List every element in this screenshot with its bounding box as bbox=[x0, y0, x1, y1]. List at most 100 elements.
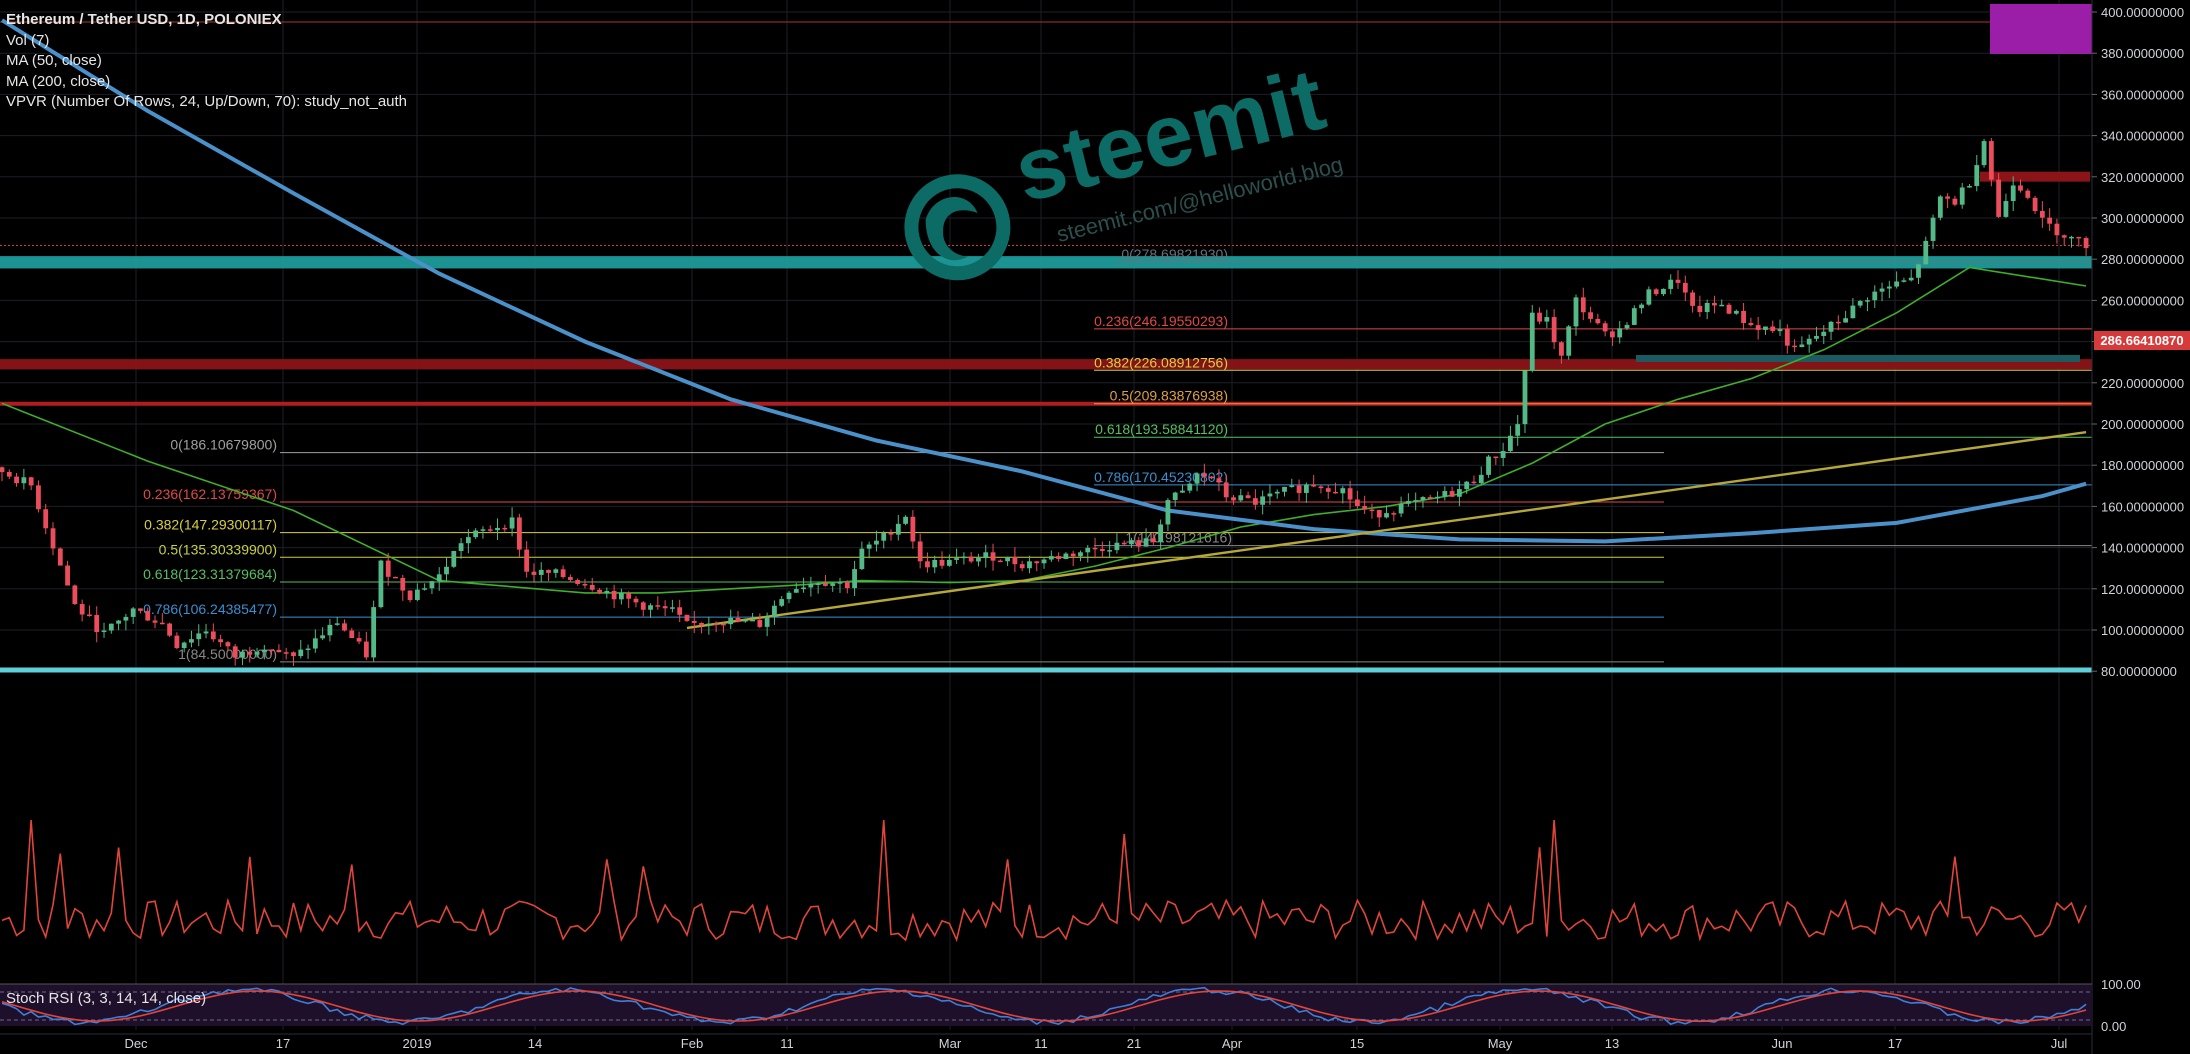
candle-body bbox=[1573, 297, 1579, 327]
price-tick-label: 160.00000000 bbox=[2101, 499, 2184, 514]
candle-body bbox=[1121, 542, 1127, 545]
candle-body bbox=[1435, 496, 1440, 499]
candle-body bbox=[1165, 500, 1171, 525]
current-price-label: 286.66410870 bbox=[2094, 331, 2190, 350]
time-tick-label: 17 bbox=[1888, 1036, 1902, 1051]
candle-body bbox=[1420, 497, 1426, 501]
time-tick-label: 11 bbox=[780, 1036, 794, 1051]
candle-body bbox=[531, 571, 537, 575]
time-tick-label: 17 bbox=[276, 1036, 290, 1051]
indicator-volume[interactable]: Vol (7) bbox=[6, 31, 50, 49]
candle-body bbox=[903, 516, 908, 524]
fib-label: 0.382(147.29300117) bbox=[144, 517, 277, 533]
candle-body bbox=[976, 558, 981, 562]
candle-body bbox=[1981, 141, 1987, 166]
candle-body bbox=[1544, 317, 1550, 322]
candle-body bbox=[414, 589, 420, 600]
candle-body bbox=[283, 652, 289, 654]
candle-body bbox=[895, 523, 901, 535]
candle-body bbox=[655, 605, 661, 607]
price-tick-label: 260.00000000 bbox=[2101, 293, 2184, 308]
candle-body bbox=[1668, 279, 1674, 289]
candle-body bbox=[1792, 345, 1798, 348]
candle-body bbox=[21, 477, 27, 484]
candle-body bbox=[640, 602, 646, 610]
indicator-ma50[interactable]: MA (50, close) bbox=[6, 52, 102, 69]
fib-label: 0.786(170.45230802) bbox=[1094, 469, 1228, 485]
candle-body bbox=[567, 577, 573, 580]
candle-body bbox=[1923, 240, 1929, 265]
candle-body bbox=[334, 623, 340, 625]
indicator-ma200[interactable]: MA (200, close) bbox=[6, 72, 111, 90]
volume-line bbox=[1, 819, 2087, 943]
candle-body bbox=[1099, 548, 1105, 552]
candle-body bbox=[939, 559, 945, 566]
candle-body bbox=[1624, 324, 1630, 329]
indicator-vpvr[interactable]: VPVR (Number Of Rows, 24, Up/Down, 70): … bbox=[6, 93, 408, 110]
candle-body bbox=[1260, 496, 1266, 505]
candle-body bbox=[1413, 500, 1419, 502]
candle-body bbox=[823, 583, 828, 586]
candle-body bbox=[1041, 559, 1047, 564]
candle-body bbox=[786, 592, 792, 600]
candle-body bbox=[1653, 289, 1659, 295]
candle-body bbox=[997, 560, 1003, 563]
candle-body bbox=[65, 565, 70, 586]
candle-body bbox=[1959, 187, 1965, 205]
candle-body bbox=[1617, 328, 1623, 338]
candle-body bbox=[1537, 312, 1542, 322]
stoch-rsi-label[interactable]: Stoch RSI (3, 3, 14, 14, close) bbox=[6, 990, 207, 1007]
candle-body bbox=[618, 592, 624, 600]
candle-body bbox=[1180, 490, 1185, 493]
candle-body bbox=[123, 616, 129, 621]
candle-body bbox=[1588, 312, 1593, 319]
candle-body bbox=[910, 516, 916, 542]
time-tick-label: 21 bbox=[1127, 1036, 1141, 1051]
candle-body bbox=[218, 639, 224, 643]
candle-body bbox=[72, 585, 78, 605]
candle-body bbox=[1333, 491, 1338, 494]
candle-body bbox=[254, 651, 260, 655]
candle-body bbox=[356, 638, 362, 642]
candle-body bbox=[1209, 476, 1215, 479]
candle-body bbox=[225, 642, 231, 647]
candle-body bbox=[516, 517, 522, 550]
candle-body bbox=[888, 532, 894, 535]
series-line bbox=[686, 431, 2087, 630]
candle-body bbox=[1027, 561, 1032, 569]
candle-body bbox=[1945, 196, 1951, 199]
candle-body bbox=[1391, 513, 1397, 515]
candle-body bbox=[1493, 456, 1499, 459]
candle-body bbox=[1303, 484, 1309, 493]
price-tick-label: 400.00000000 bbox=[2101, 5, 2184, 20]
candle-body bbox=[1551, 317, 1557, 343]
stoch-tick-label: 100.00 bbox=[2101, 977, 2141, 992]
candle-body bbox=[1529, 312, 1535, 371]
fib-label: 0.236(162.13759367) bbox=[143, 486, 277, 502]
candle-body bbox=[1814, 335, 1819, 339]
candle-body bbox=[159, 622, 165, 625]
candle-body bbox=[1508, 435, 1513, 452]
candle-body bbox=[648, 605, 653, 610]
time-tick-label: 15 bbox=[1350, 1036, 1364, 1051]
candle-body bbox=[1726, 304, 1732, 314]
candle-body bbox=[1012, 556, 1018, 565]
price-tick-label: 140.00000000 bbox=[2101, 541, 2184, 556]
candle-body bbox=[560, 569, 566, 578]
candle-body bbox=[43, 509, 49, 529]
candle-body bbox=[1697, 305, 1703, 313]
candle-body bbox=[1916, 264, 1921, 278]
candle-body bbox=[713, 623, 719, 626]
symbol-title[interactable]: Ethereum / Tether USD, 1D, POLONIEX bbox=[6, 11, 282, 28]
candle-body bbox=[764, 617, 770, 627]
candle-body bbox=[1034, 561, 1040, 564]
stoch-d-line bbox=[1, 990, 2087, 1022]
candle-body bbox=[1398, 503, 1404, 514]
candle-body bbox=[859, 548, 865, 570]
fib-label: 0.5(209.83876938) bbox=[1110, 388, 1228, 404]
fib-label: 0.236(246.19550293) bbox=[1094, 313, 1228, 329]
candle-body bbox=[1646, 289, 1652, 305]
candle-body bbox=[1143, 538, 1149, 547]
candle-body bbox=[1865, 300, 1870, 302]
